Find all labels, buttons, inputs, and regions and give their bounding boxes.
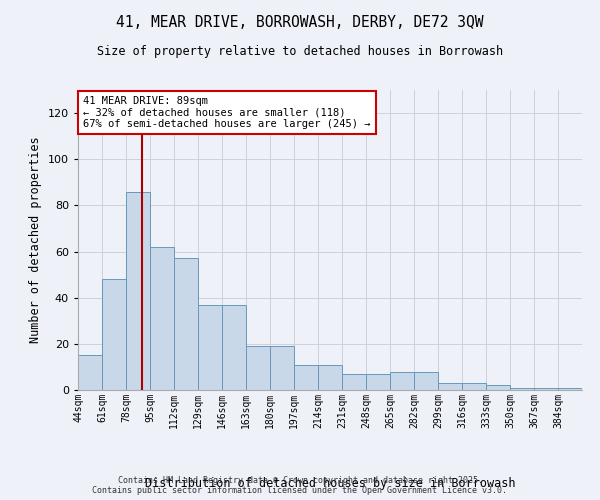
Bar	[126, 192, 149, 390]
Bar	[198, 304, 221, 390]
Bar	[510, 388, 533, 390]
Bar	[102, 279, 125, 390]
Bar	[390, 372, 413, 390]
Text: 41 MEAR DRIVE: 89sqm
← 32% of detached houses are smaller (118)
67% of semi-deta: 41 MEAR DRIVE: 89sqm ← 32% of detached h…	[83, 96, 371, 129]
Bar	[342, 374, 365, 390]
Bar	[486, 386, 509, 390]
Bar	[246, 346, 269, 390]
Bar	[414, 372, 437, 390]
Text: Contains HM Land Registry data © Crown copyright and database right 2025.
Contai: Contains HM Land Registry data © Crown c…	[92, 476, 508, 495]
Bar	[318, 364, 341, 390]
Bar	[462, 383, 485, 390]
Bar	[366, 374, 389, 390]
Bar	[78, 356, 101, 390]
Bar	[222, 304, 245, 390]
Text: 41, MEAR DRIVE, BORROWASH, DERBY, DE72 3QW: 41, MEAR DRIVE, BORROWASH, DERBY, DE72 3…	[116, 15, 484, 30]
Bar	[150, 247, 173, 390]
Bar	[270, 346, 293, 390]
X-axis label: Distribution of detached houses by size in Borrowash: Distribution of detached houses by size …	[145, 476, 515, 490]
Bar	[174, 258, 197, 390]
Bar	[558, 388, 581, 390]
Y-axis label: Number of detached properties: Number of detached properties	[29, 136, 42, 344]
Bar	[294, 364, 317, 390]
Bar	[438, 383, 461, 390]
Bar	[534, 388, 557, 390]
Text: Size of property relative to detached houses in Borrowash: Size of property relative to detached ho…	[97, 45, 503, 58]
